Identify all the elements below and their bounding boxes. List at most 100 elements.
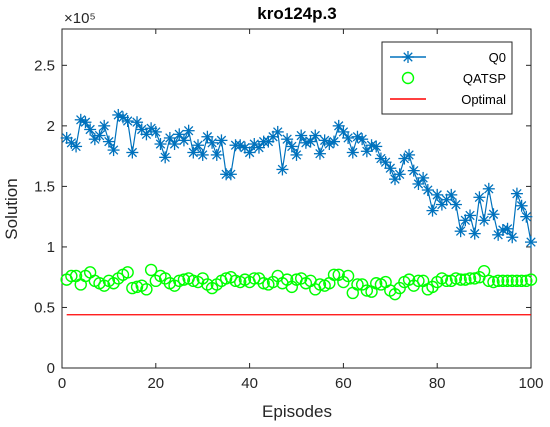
- data-point-q0: [501, 222, 514, 235]
- data-point-q0: [168, 138, 181, 151]
- asterisk-stroke: [427, 205, 438, 216]
- data-point-q0: [525, 236, 537, 249]
- data-point-q0: [464, 209, 477, 222]
- asterisk-stroke: [315, 149, 325, 159]
- data-point-qatsp: [327, 268, 341, 281]
- data-point-q0: [346, 146, 359, 159]
- data-point-qatsp: [510, 274, 524, 288]
- data-point-qatsp: [65, 269, 78, 283]
- legend-label-optimal: Optimal: [461, 92, 506, 107]
- data-point-q0: [290, 148, 303, 161]
- data-point-q0: [252, 141, 265, 154]
- data-point-q0: [473, 191, 486, 204]
- asterisk-stroke: [193, 140, 203, 150]
- asterisk-stroke: [352, 132, 363, 142]
- data-point-qatsp: [463, 272, 477, 285]
- data-point-q0: [182, 124, 195, 137]
- data-point-q0: [332, 119, 345, 132]
- data-point-qatsp: [506, 274, 519, 288]
- asterisk-stroke: [371, 141, 381, 152]
- legend-marker-qatsp: [401, 71, 415, 85]
- data-point-q0: [478, 214, 491, 227]
- data-point-q0: [510, 187, 523, 200]
- asterisk-stroke: [277, 164, 288, 175]
- data-point-q0: [177, 134, 190, 147]
- data-point-q0: [360, 145, 373, 158]
- asterisk-stroke: [183, 125, 194, 136]
- asterisk-stroke: [76, 115, 86, 125]
- data-point-q0: [173, 128, 186, 141]
- data-point-q0: [520, 210, 533, 223]
- data-point-q0: [224, 168, 237, 181]
- series-q0: [60, 108, 537, 249]
- data-point-q0: [215, 134, 228, 147]
- asterisk-stroke: [132, 117, 142, 127]
- data-point-q0: [370, 140, 383, 153]
- asterisk-stroke: [127, 147, 138, 158]
- data-point-qatsp: [121, 266, 134, 279]
- asterisk-stroke: [160, 152, 170, 163]
- asterisk-stroke: [108, 145, 119, 155]
- data-point-q0: [417, 171, 430, 184]
- asterisk-stroke: [273, 127, 283, 137]
- data-point-q0: [196, 148, 209, 161]
- asterisk-stroke: [329, 136, 339, 147]
- x-tick-label: 80: [429, 375, 446, 392]
- data-point-qatsp: [487, 275, 500, 289]
- asterisk-stroke: [446, 190, 456, 200]
- asterisk-stroke: [432, 190, 442, 200]
- data-point-q0: [84, 123, 97, 136]
- data-point-q0: [131, 116, 144, 129]
- data-point-q0: [281, 133, 294, 146]
- asterisk-stroke: [305, 136, 316, 147]
- data-point-q0: [356, 133, 369, 146]
- asterisk-stroke: [249, 139, 259, 149]
- data-point-qatsp: [491, 274, 505, 288]
- asterisk-stroke: [376, 153, 386, 164]
- data-point-q0: [342, 131, 355, 144]
- asterisk-stroke: [512, 188, 522, 199]
- asterisk-stroke: [319, 135, 330, 146]
- data-point-q0: [206, 136, 219, 149]
- data-point-q0: [309, 129, 322, 142]
- y-tick-label: 0.5: [34, 299, 55, 316]
- asterisk-stroke: [80, 117, 91, 127]
- data-point-q0: [454, 225, 467, 238]
- asterisk-stroke: [310, 130, 320, 141]
- y-tick-label: 0: [47, 360, 55, 377]
- asterisk-stroke: [165, 133, 175, 143]
- data-point-qatsp: [130, 280, 144, 294]
- y-tick-label: 1: [47, 239, 55, 256]
- asterisk-stroke: [399, 153, 410, 164]
- data-point-q0: [384, 162, 397, 175]
- data-point-q0: [374, 152, 387, 165]
- asterisk-stroke: [202, 132, 213, 142]
- data-point-qatsp: [449, 272, 463, 285]
- data-point-q0: [421, 184, 434, 197]
- data-point-qatsp: [468, 272, 481, 285]
- asterisk-stroke: [404, 150, 414, 160]
- data-point-qatsp: [520, 274, 533, 288]
- data-point-q0: [379, 156, 392, 169]
- data-point-q0: [140, 128, 153, 141]
- asterisk-stroke: [488, 209, 499, 219]
- data-point-q0: [159, 151, 172, 164]
- x-tick-label: 100: [518, 375, 543, 392]
- data-point-q0: [145, 122, 158, 135]
- asterisk-stroke: [394, 169, 405, 179]
- asterisk-stroke: [113, 110, 123, 120]
- data-point-qatsp: [501, 274, 514, 288]
- asterisk-stroke: [470, 228, 480, 239]
- data-point-qatsp: [482, 274, 495, 288]
- data-point-qatsp: [360, 284, 374, 297]
- asterisk-stroke: [137, 124, 147, 135]
- data-point-q0: [163, 131, 176, 144]
- data-point-qatsp: [144, 263, 158, 277]
- data-point-qatsp: [177, 273, 191, 286]
- data-point-qatsp: [126, 281, 139, 295]
- legend-marker-q0: [402, 51, 414, 63]
- plot-area: 0 20 40 60 80 100 0 0.5 1 1.5 2 2.5: [34, 28, 544, 392]
- data-point-qatsp: [454, 273, 467, 286]
- data-point-qatsp: [459, 273, 472, 286]
- asterisk-stroke: [282, 134, 292, 144]
